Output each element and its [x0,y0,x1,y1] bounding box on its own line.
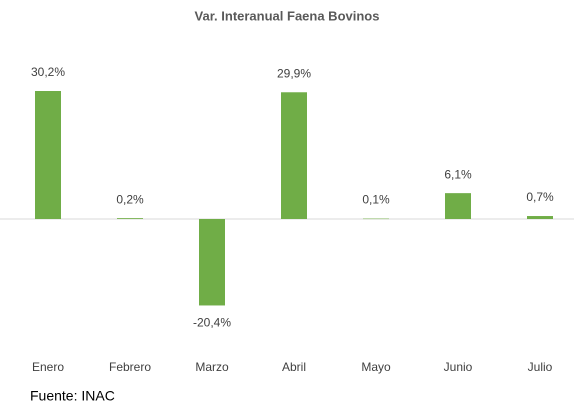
chart-title: Var. Interanual Faena Bovinos [195,8,380,23]
data-label: 6,1% [444,167,472,181]
x-tick-label: Abril [282,360,306,374]
bar [445,193,471,219]
data-label: 30,2% [31,65,65,79]
data-label: 0,7% [526,190,554,204]
x-tick-label: Enero [32,360,64,374]
x-tick-label: Julio [528,360,553,374]
data-label: -20,4% [193,316,231,330]
x-tick-label: Junio [444,360,473,374]
bar [281,92,307,219]
source: Fuente: INAC [30,388,115,404]
bar [527,216,553,219]
bar [35,91,61,219]
bar [363,218,389,220]
data-label: 0,2% [116,192,144,206]
x-tick-label: Mayo [361,360,391,374]
data-label: 29,9% [277,66,311,80]
bar [199,219,225,306]
bar [117,218,143,219]
x-tick-label: Febrero [109,360,151,374]
data-label: 0,1% [362,193,390,207]
x-tick-label: Marzo [195,360,229,374]
